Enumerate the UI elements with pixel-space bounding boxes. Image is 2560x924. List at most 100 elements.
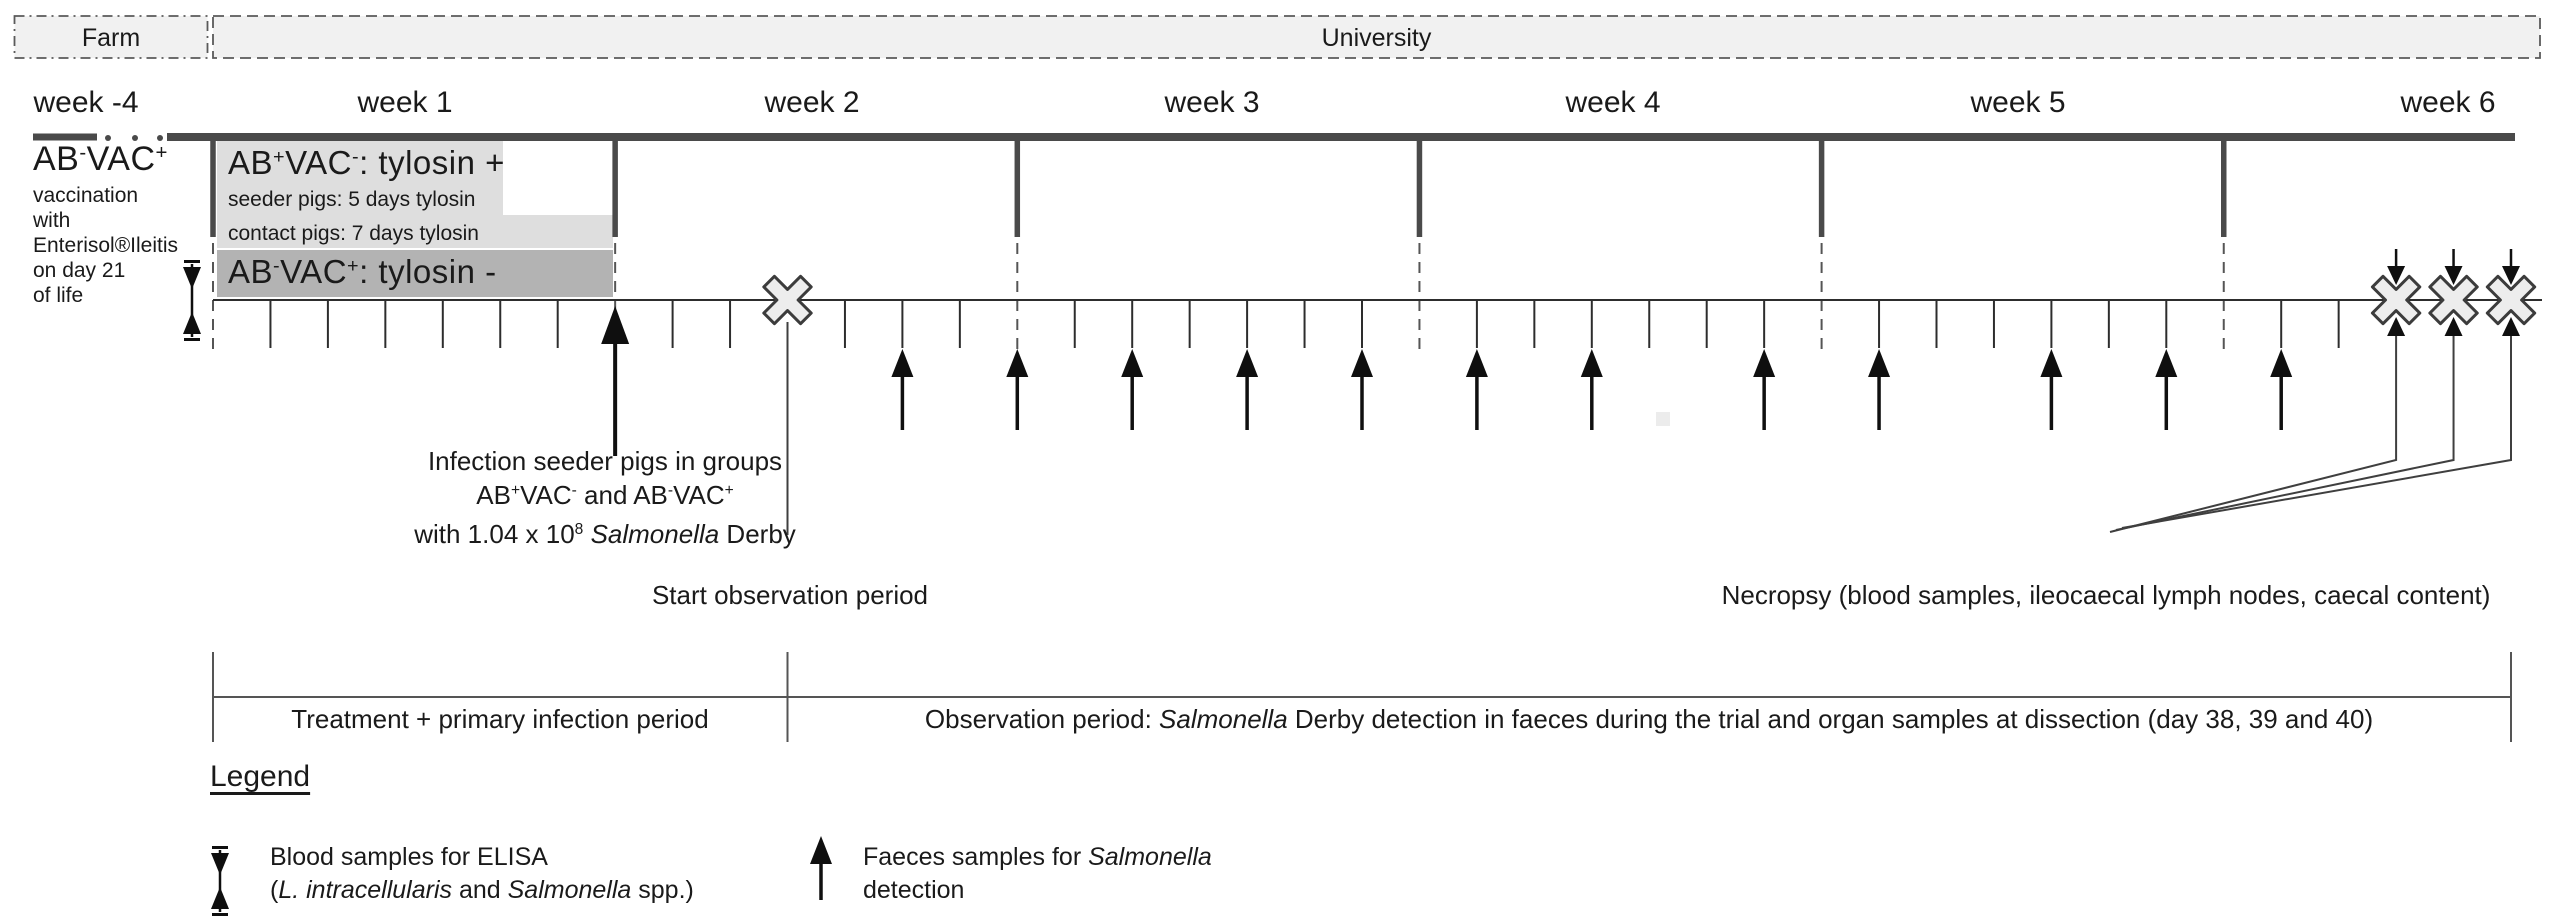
- week-boundary-stub: [612, 141, 618, 237]
- faeces-arrow-head: [1465, 349, 1488, 377]
- light-box-title: AB+VAC-: tylosin +: [228, 144, 505, 182]
- superscript: -: [571, 482, 577, 500]
- necropsy-x-icon: [2370, 274, 2422, 326]
- infection-annotation: Infection seeder pigs in groups AB+VAC- …: [385, 444, 825, 556]
- necropsy-down-arrowhead: [2387, 266, 2406, 285]
- superscript: -: [667, 482, 674, 500]
- legend-text: Faeces samples for: [863, 843, 1089, 871]
- farm-region-box: [13, 15, 209, 59]
- salmonella-italic: Salmonella: [507, 876, 632, 904]
- group-text: VAC: [285, 144, 352, 181]
- faeces-arrow-head: [1351, 349, 1373, 377]
- vaccination-note-line: of life: [33, 284, 84, 307]
- legend-blood-icon-up-arrowhead: [211, 887, 229, 909]
- faeces-arrow-head: [2270, 349, 2293, 377]
- start-observation-label: Start observation period: [651, 580, 929, 610]
- superscript: +: [273, 146, 286, 169]
- week-boundary-stub: [210, 141, 216, 237]
- infection-line2: AB+VAC- and AB-VAC+: [385, 478, 825, 517]
- legend-blood-line2: (L. intracellularis and Salmonella spp.): [270, 874, 694, 907]
- treatment-period-label: Treatment + primary infection period: [291, 704, 709, 734]
- dose-text: Derby: [719, 519, 796, 549]
- necropsy-label: Necropsy (blood samples, ileocaecal lymp…: [1721, 580, 2491, 610]
- bar-dot: [105, 135, 111, 141]
- necropsy-x-icon: [2428, 274, 2479, 326]
- legend-faeces-line1: Faeces samples for Salmonella: [863, 841, 1212, 874]
- week-boundary-stub: [1014, 141, 1021, 237]
- faeces-arrow-head: [891, 349, 914, 377]
- week-label: week 6: [2400, 86, 2496, 119]
- blood-sample-symbol-top-cap: [184, 260, 200, 263]
- faeces-arrow-head: [1580, 349, 1603, 377]
- week-label: week 1: [357, 86, 453, 119]
- group-text: AB: [228, 253, 274, 290]
- light-treatment-box-top: [217, 141, 503, 215]
- faeces-arrow-head: [1236, 349, 1259, 377]
- legend-text: spp.): [631, 876, 694, 904]
- observation-period-label: Observation period: Salmonella Derby det…: [787, 704, 2511, 735]
- contact-pigs-note: contact pigs: 7 days tylosin: [228, 222, 479, 245]
- join-text: and: [576, 480, 634, 510]
- intracellularis-italic: L. intracellularis: [278, 876, 453, 904]
- necropsy-down-arrowhead: [2502, 266, 2520, 285]
- group-text: AB: [633, 480, 668, 510]
- salmonella-italic: Salmonella: [1159, 704, 1288, 734]
- vaccination-note-line: vaccination: [33, 184, 139, 207]
- superscript: -: [79, 141, 87, 164]
- bar-dot: [132, 135, 138, 141]
- vaccination-note-line: Enterisol®Ileitis: [33, 234, 179, 257]
- week-label: week 3: [1164, 86, 1260, 119]
- necropsy-up-arrowhead: [2387, 317, 2406, 336]
- superscript: +: [155, 141, 168, 164]
- group-text: VAC: [86, 140, 156, 178]
- superscript: -: [273, 255, 281, 278]
- light-treatment-box-bottom: [217, 215, 613, 248]
- dose-text: with 1.04 x 10: [414, 519, 575, 549]
- legend-blood-icon-top-cap: [212, 846, 228, 849]
- necropsy-down-arrowhead: [2444, 266, 2463, 285]
- legend-blood-entry: Blood samples for ELISA (L. intracellula…: [270, 841, 694, 907]
- superscript: +: [724, 482, 734, 500]
- legend-text: and: [452, 876, 508, 904]
- faeces-arrow-head: [1121, 349, 1144, 377]
- vaccination-note-line: on day 21: [33, 259, 126, 282]
- group-text: AB: [33, 140, 80, 178]
- group-ab-neg-vac-pos-title: AB-VAC+: [33, 140, 168, 179]
- week-label: week 2: [764, 86, 860, 119]
- treatment-suffix: : tylosin +: [359, 144, 505, 181]
- legend-blood-line1: Blood samples for ELISA: [270, 843, 548, 871]
- superscript: 8: [574, 521, 584, 539]
- legend-faeces-arrow-head: [810, 836, 832, 864]
- farm-bar-segment: [33, 133, 97, 141]
- faeces-arrow-head: [2040, 349, 2063, 377]
- necropsy-pointer-line: [2121, 333, 2512, 529]
- group-text: VAC: [520, 480, 572, 510]
- observation-text: Derby detection in faeces during the tri…: [1287, 704, 2374, 734]
- seeder-pigs-note: seeder pigs: 5 days tylosin: [228, 188, 476, 211]
- faeces-arrow-head: [1753, 349, 1776, 377]
- bar-dot: [157, 135, 163, 141]
- university-region-box: [212, 15, 2541, 59]
- vaccination-note-line: with: [33, 209, 71, 232]
- stray-artifact: [1656, 412, 1670, 426]
- legend-blood-icon-bottom-cap: [212, 913, 228, 916]
- superscript: +: [510, 482, 521, 500]
- start-observation-x-icon: [762, 274, 813, 326]
- dark-box-title: AB-VAC+: tylosin -: [228, 253, 497, 291]
- legend-text: (: [270, 876, 279, 904]
- faeces-arrow-head: [2155, 349, 2178, 377]
- legend-heading: Legend: [210, 760, 311, 793]
- week-boundary-stub: [2221, 141, 2227, 237]
- group-text: AB: [476, 480, 511, 510]
- necropsy-up-arrowhead: [2502, 317, 2520, 336]
- faeces-arrow-head: [1868, 349, 1891, 377]
- superscript: +: [347, 255, 360, 278]
- necropsy-up-arrowhead: [2444, 317, 2463, 336]
- week-label: week 4: [1565, 86, 1661, 119]
- infection-line1: Infection seeder pigs in groups: [427, 446, 783, 476]
- superscript: -: [352, 146, 360, 169]
- infection-arrow-head: [601, 306, 630, 344]
- university-region-label: University: [1321, 24, 1432, 52]
